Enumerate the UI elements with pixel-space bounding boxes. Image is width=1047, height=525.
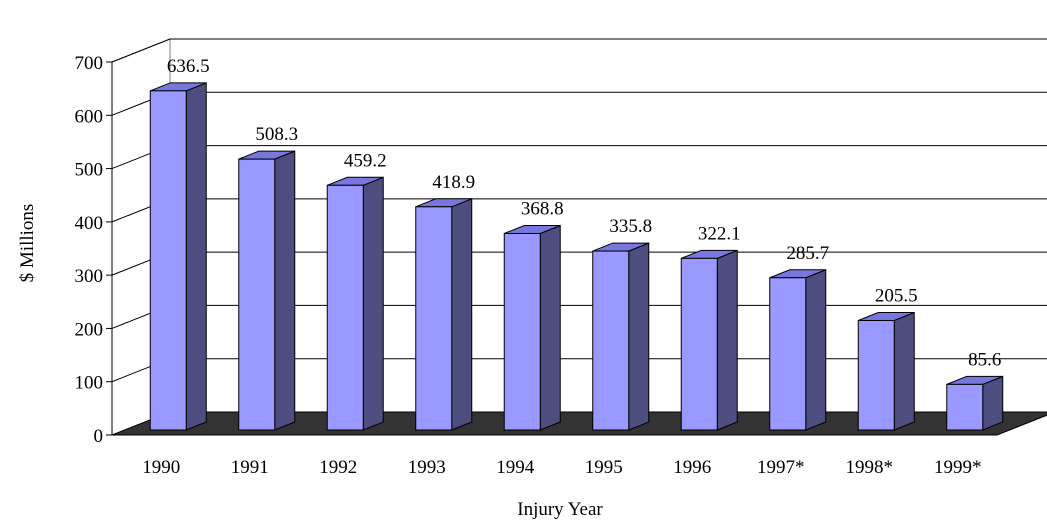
gridline xyxy=(111,38,1047,63)
bar-front xyxy=(503,232,541,431)
value-label: 368.8 xyxy=(521,198,564,219)
x-tick-label: 1994 xyxy=(496,457,535,478)
bar-side xyxy=(185,82,207,431)
bar-side xyxy=(451,198,473,431)
value-labels: 636.5 508.3 459.2 418.9 368.8 335.8 322.1 285.7… xyxy=(167,56,1002,371)
bar xyxy=(857,311,915,431)
bar-front xyxy=(946,383,984,431)
bar-front xyxy=(415,206,453,431)
value-label: 285.7 xyxy=(786,243,829,264)
value-label: 508.3 xyxy=(255,124,298,145)
bar-front xyxy=(238,158,276,431)
bar-front xyxy=(326,184,364,431)
x-tick-label: 1999* xyxy=(934,457,982,478)
y-tick-label: 0 xyxy=(94,426,104,447)
value-label: 459.2 xyxy=(344,150,387,171)
x-tick-label: 1992 xyxy=(319,457,357,478)
x-axis-ticks: 1990 1991 1992 1993 1994 1995 1996 1997* 1998* 19… xyxy=(142,457,981,478)
value-label: 205.5 xyxy=(875,285,918,306)
bar-front xyxy=(149,90,187,431)
value-label: 322.1 xyxy=(698,223,741,244)
x-tick-label: 1996 xyxy=(673,457,711,478)
bar-side xyxy=(628,242,650,431)
bar-side xyxy=(716,249,738,431)
bar-front xyxy=(680,257,718,431)
bar-side xyxy=(362,176,384,431)
bar xyxy=(946,375,1004,431)
y-tick-label: 700 xyxy=(75,53,104,74)
bar-front xyxy=(857,319,895,431)
value-label: 85.6 xyxy=(968,349,1001,370)
bar-side xyxy=(274,150,296,431)
x-axis-label: Injury Year xyxy=(517,499,603,520)
bar xyxy=(238,150,296,431)
bar-front xyxy=(592,250,630,431)
bar xyxy=(415,198,473,431)
bar xyxy=(503,224,561,431)
y-tick-label: 200 xyxy=(75,319,104,340)
y-axis-label: $ Millions xyxy=(17,204,38,283)
y-axis-ticks: 0 100 200 300 400 500 600 700 xyxy=(75,53,113,447)
bar xyxy=(680,249,738,431)
y-tick-label: 100 xyxy=(75,373,104,394)
bar xyxy=(149,82,207,431)
y-tick-label: 500 xyxy=(75,160,104,181)
y-tick-label: 300 xyxy=(75,266,104,287)
bar xyxy=(769,269,827,431)
bar-side xyxy=(982,375,1004,431)
value-label: 335.8 xyxy=(609,216,652,237)
x-tick-label: 1998* xyxy=(846,457,894,478)
x-tick-label: 1993 xyxy=(408,457,446,478)
x-tick-label: 1991 xyxy=(231,457,269,478)
bar xyxy=(592,242,650,431)
gridline xyxy=(111,91,1047,116)
bar xyxy=(326,176,384,431)
y-tick-label: 400 xyxy=(75,213,104,234)
x-tick-label: 1995 xyxy=(585,457,623,478)
bar-side xyxy=(805,269,827,431)
value-label: 636.5 xyxy=(167,56,210,77)
x-tick-label: 1997* xyxy=(757,457,805,478)
bars xyxy=(149,82,1004,431)
x-tick-label: 1990 xyxy=(142,457,180,478)
value-label: 418.9 xyxy=(432,172,475,193)
bar-side xyxy=(539,224,561,431)
bar-front xyxy=(769,277,807,431)
bar-side xyxy=(893,311,915,431)
y-tick-label: 600 xyxy=(75,106,104,127)
